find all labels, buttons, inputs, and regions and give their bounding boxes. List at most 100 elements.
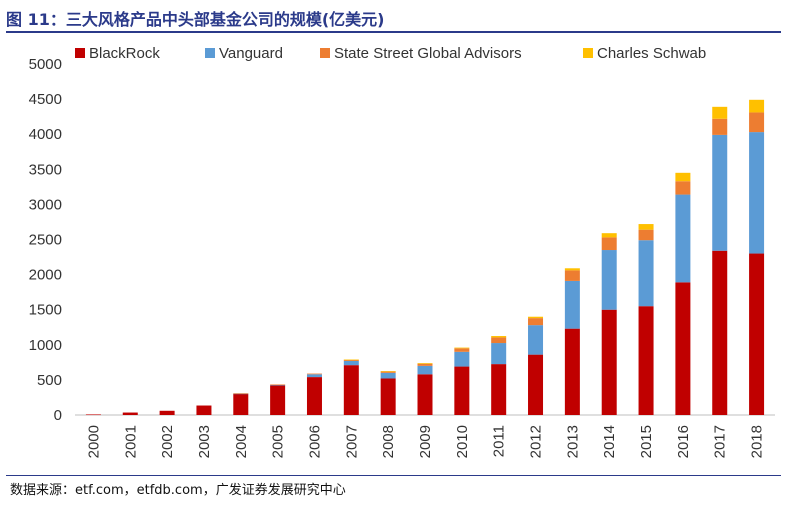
x-tick-label: 2001 — [122, 425, 139, 458]
stacked-bar-chart: BlackRock Vanguard State Street Global Adv… — [29, 45, 775, 458]
bar-segment-1 — [528, 325, 544, 355]
bar-segment-0 — [601, 309, 617, 415]
figure-header: 图 11：三大风格产品中头部基金公司的规模(亿美元) — [6, 2, 781, 32]
legend-label-1: Vanguard — [219, 45, 283, 62]
bar-segment-0 — [638, 306, 654, 415]
bar-segment-1 — [233, 393, 249, 395]
bar-segment-0 — [417, 374, 433, 415]
bar-segment-0 — [122, 412, 138, 415]
x-tick-label: 2008 — [380, 425, 397, 458]
y-tick-label: 4500 — [29, 91, 62, 108]
x-tick-label: 2017 — [712, 425, 729, 458]
figure-title: 图 11：三大风格产品中头部基金公司的规模(亿美元) — [6, 10, 385, 29]
y-tick-label: 5000 — [29, 56, 62, 73]
x-tick-label: 2015 — [638, 425, 655, 458]
bar-segment-0 — [159, 410, 175, 415]
y-tick-label: 3500 — [29, 161, 62, 178]
bar-segment-3 — [601, 233, 617, 238]
bar-segment-2 — [343, 359, 359, 361]
bar-segment-1 — [417, 365, 433, 375]
bar-segment-2 — [712, 118, 728, 135]
bar-segment-0 — [749, 253, 765, 415]
legend-swatch-3 — [583, 48, 593, 58]
bar-segment-1 — [712, 134, 728, 251]
bar-segment-2 — [601, 237, 617, 251]
bar-segment-0 — [528, 354, 544, 415]
legend-swatch-2 — [320, 48, 330, 58]
bar-segment-3 — [712, 106, 728, 119]
x-tick-label: 2004 — [233, 425, 250, 458]
bar-segment-1 — [491, 343, 507, 365]
x-tick-label: 2006 — [306, 425, 323, 458]
bar-segment-1 — [675, 194, 691, 283]
bar-segment-2 — [749, 112, 765, 133]
bar-segment-0 — [491, 364, 507, 415]
legend-swatch-1 — [205, 48, 215, 58]
y-tick-label: 1000 — [29, 337, 62, 354]
x-tick-label: 2010 — [454, 425, 471, 458]
x-tick-label: 2007 — [343, 425, 360, 458]
bar-segment-0 — [343, 365, 359, 415]
y-tick-label: 3000 — [29, 196, 62, 213]
x-tick-label: 2013 — [564, 425, 581, 458]
bar-segment-2 — [270, 384, 286, 386]
bar-segment-0 — [712, 250, 728, 415]
data-source-note: 数据来源：etf.com，etfdb.com，广发证券发展研究中心 — [10, 483, 346, 498]
bar-segment-2 — [306, 373, 322, 375]
footer-divider — [6, 475, 781, 476]
bar-segment-3 — [638, 224, 654, 230]
x-tick-label: 2018 — [749, 425, 766, 458]
legend-label-3: Charles Schwab — [597, 45, 706, 62]
title-divider — [6, 31, 781, 33]
bar-segment-1 — [454, 351, 470, 367]
bar-segment-2 — [417, 363, 433, 366]
bar-segment-3 — [528, 316, 544, 319]
bar-segment-0 — [196, 405, 212, 415]
x-tick-label: 2003 — [196, 425, 213, 458]
bar-segment-1 — [270, 384, 286, 386]
y-tick-label: 2500 — [29, 232, 62, 249]
bar-segment-1 — [380, 372, 396, 379]
y-tick-label: 4000 — [29, 126, 62, 143]
y-tick-label: 1500 — [29, 302, 62, 319]
bar-segment-1 — [564, 280, 580, 329]
bar-segment-3 — [749, 99, 765, 113]
bar-segment-0 — [270, 385, 286, 415]
bar-segment-2 — [380, 371, 396, 373]
bar-segment-3 — [675, 172, 691, 182]
x-tick-label: 2009 — [417, 425, 434, 458]
bar-segment-1 — [306, 374, 322, 378]
y-tick-label: 0 — [54, 407, 62, 424]
bar-segment-1 — [601, 250, 617, 310]
bar-segment-2 — [454, 348, 470, 352]
bar-segment-1 — [638, 240, 654, 307]
bar-segment-2 — [528, 318, 544, 326]
x-tick-label: 2014 — [601, 425, 618, 458]
x-tick-label: 2016 — [675, 425, 692, 458]
x-tick-label: 2000 — [85, 425, 102, 458]
bar-segment-3 — [564, 268, 580, 271]
bar-segment-2 — [491, 337, 507, 344]
legend-label-2: State Street Global Advisors — [334, 45, 522, 62]
bar-segment-3 — [417, 363, 433, 364]
x-tick-label: 2012 — [528, 425, 545, 458]
bar-segment-0 — [306, 377, 322, 415]
legend-swatch-0 — [75, 48, 85, 58]
bar-segment-2 — [564, 270, 580, 281]
bar-segment-1 — [749, 132, 765, 254]
bar-segment-3 — [491, 336, 507, 338]
legend-label-0: BlackRock — [89, 45, 160, 62]
bar-segment-2 — [675, 181, 691, 195]
bar-segment-2 — [233, 393, 249, 394]
bar-segment-0 — [564, 328, 580, 415]
bar-segment-0 — [675, 282, 691, 415]
y-tick-label: 2000 — [29, 267, 62, 284]
bar-segment-1 — [343, 360, 359, 366]
bar-segment-0 — [85, 414, 101, 416]
bar-segment-0 — [454, 366, 470, 415]
bar-segment-2 — [638, 229, 654, 241]
bar-segment-3 — [380, 371, 396, 372]
y-tick-label: 500 — [37, 372, 62, 389]
bar-segment-3 — [343, 359, 359, 361]
x-tick-label: 2002 — [159, 425, 176, 458]
